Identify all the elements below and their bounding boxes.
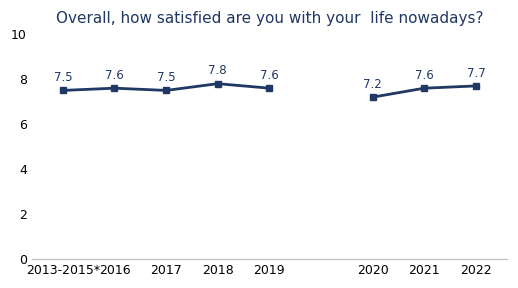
Text: 7.8: 7.8 — [208, 65, 227, 77]
Text: 7.2: 7.2 — [363, 78, 382, 91]
Text: 7.6: 7.6 — [260, 69, 279, 82]
Title: Overall, how satisfied are you with your  life nowadays?: Overall, how satisfied are you with your… — [55, 11, 483, 26]
Text: 7.5: 7.5 — [53, 71, 72, 84]
Text: 7.6: 7.6 — [105, 69, 124, 82]
Text: 7.7: 7.7 — [467, 67, 485, 80]
Text: 7.5: 7.5 — [157, 71, 176, 84]
Text: 7.6: 7.6 — [415, 69, 434, 82]
